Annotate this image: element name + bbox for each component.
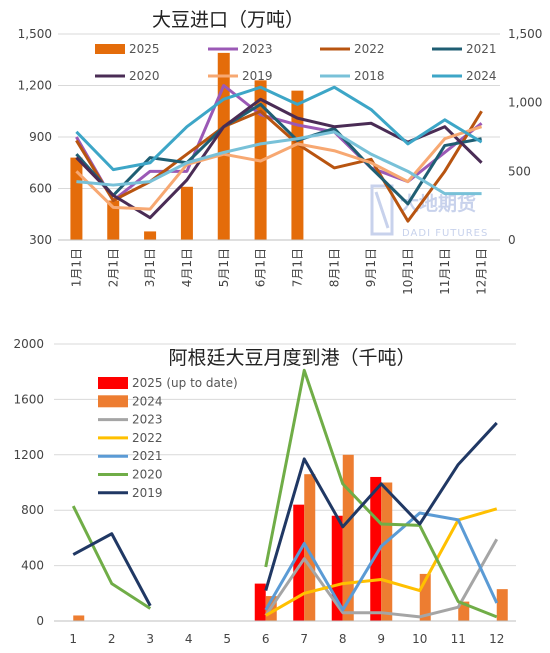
legend-label: 2025 (up to date) <box>132 376 238 390</box>
x-tick-label: 10 <box>412 632 427 646</box>
x-tick-label: 9月1日 <box>364 248 378 287</box>
legend-label: 2018 <box>354 69 385 83</box>
watermark-logo <box>370 184 394 236</box>
x-tick-label: 3月1日 <box>143 248 157 287</box>
x-tick-label: 9 <box>377 632 385 646</box>
bar-2025 <box>107 200 120 240</box>
y-left-tick-label: 1,500 <box>18 27 52 41</box>
x-tick-label: 7 <box>300 632 308 646</box>
legend-label: 2023 <box>132 413 163 427</box>
legend-label: 2023 <box>242 42 273 56</box>
bar-2024 <box>496 589 508 621</box>
bar-2025 <box>217 52 230 241</box>
bar-2024 <box>419 573 431 621</box>
bar-2025 <box>70 157 83 240</box>
y-tick-label: 800 <box>21 503 44 517</box>
x-tick-label: 12 <box>489 632 504 646</box>
x-tick-label: 6月1日 <box>254 248 268 287</box>
x-tick-label: 4月1日 <box>180 248 194 287</box>
legend-label: 2024 <box>132 394 163 408</box>
bar-2024 <box>304 474 316 621</box>
x-tick-label: 2 <box>108 632 116 646</box>
watermark-logo: 大地期货 <box>400 192 476 215</box>
line-series-2021 <box>264 511 499 612</box>
x-tick-label: 10月1日 <box>401 248 415 295</box>
watermark-logo: DADI FUTURES <box>402 228 488 239</box>
x-tick-label: 2月1日 <box>106 248 120 287</box>
bar-2025 (up to date) <box>331 515 343 621</box>
bar-2025 (up to date) <box>254 583 266 621</box>
legend-label: 2019 <box>132 486 163 500</box>
x-tick-label: 5月1日 <box>217 248 231 287</box>
x-tick-label: 11 <box>451 632 466 646</box>
legend-label: 2020 <box>132 468 163 482</box>
bar-2024 <box>381 482 393 621</box>
bar-2024 <box>342 454 354 621</box>
line-series-2019 <box>264 421 498 591</box>
y-right-tick-label: 0 <box>508 233 516 247</box>
line-series-2018 <box>76 130 482 196</box>
bar-2025 <box>144 231 157 240</box>
y-tick-label: 400 <box>21 559 44 573</box>
line-series-2020 <box>71 505 152 610</box>
x-tick-label: 4 <box>185 632 193 646</box>
y-right-tick-label: 1,000 <box>508 96 542 110</box>
bar-2025 <box>291 90 304 241</box>
line-series-2019 <box>72 532 152 607</box>
x-tick-label: 7月1日 <box>290 248 304 287</box>
line-series-2023 <box>264 538 499 619</box>
y-right-tick-label: 500 <box>508 164 531 178</box>
legend-label: 2021 <box>132 449 163 463</box>
soybean-imports-chart: 300 600 900 1,200 1,500 0 500 1,000 1,500 1月1日 2月1… <box>18 9 543 295</box>
x-tick-label: 5 <box>223 632 231 646</box>
bar-2024 <box>458 601 470 621</box>
legend-label: 2024 <box>466 69 497 83</box>
x-tick-label: 11月1日 <box>438 248 452 295</box>
y-tick-label: 0 <box>36 614 44 628</box>
y-tick-label: 2000 <box>13 337 44 351</box>
x-tick-label: 1 <box>69 632 77 646</box>
legend-label: 2022 <box>354 42 385 56</box>
chart-title: 大豆进口（万吨） <box>152 9 304 31</box>
y-tick-label: 1200 <box>13 448 44 462</box>
x-tick-label: 8月1日 <box>327 248 341 287</box>
line-series-2022 <box>75 109 483 223</box>
bar-2025 (up to date) <box>370 476 382 621</box>
legend-label: 2025 <box>129 42 160 56</box>
legend-label: 2022 <box>132 431 163 445</box>
y-right-tick-label: 1,500 <box>508 27 542 41</box>
legend-swatch <box>98 395 128 408</box>
bar-2025 (up to date) <box>293 504 305 621</box>
legend-label: 2021 <box>466 42 497 56</box>
x-tick-label: 6 <box>262 632 270 646</box>
x-tick-label: 8 <box>339 632 347 646</box>
legend-label: 2020 <box>129 69 160 83</box>
x-tick-label: 12月1日 <box>475 248 489 295</box>
x-tick-label: 1月1日 <box>69 248 83 287</box>
line-series-2020 <box>264 368 498 619</box>
y-left-tick-label: 300 <box>29 233 52 247</box>
legend-swatch <box>98 377 128 389</box>
line-series-2024 <box>75 85 483 172</box>
y-left-tick-label: 1,200 <box>18 79 52 93</box>
x-tick-label: 3 <box>146 632 154 646</box>
bar-2024 <box>73 615 85 621</box>
legend-label: 2019 <box>242 69 273 83</box>
legend-swatch <box>95 44 125 54</box>
y-left-tick-label: 900 <box>29 130 52 144</box>
chart-title: 阿根廷大豆月度到港（千吨） <box>168 347 415 369</box>
y-left-tick-label: 600 <box>29 182 52 196</box>
y-tick-label: 1600 <box>13 392 44 406</box>
bar-2025 <box>180 186 193 240</box>
